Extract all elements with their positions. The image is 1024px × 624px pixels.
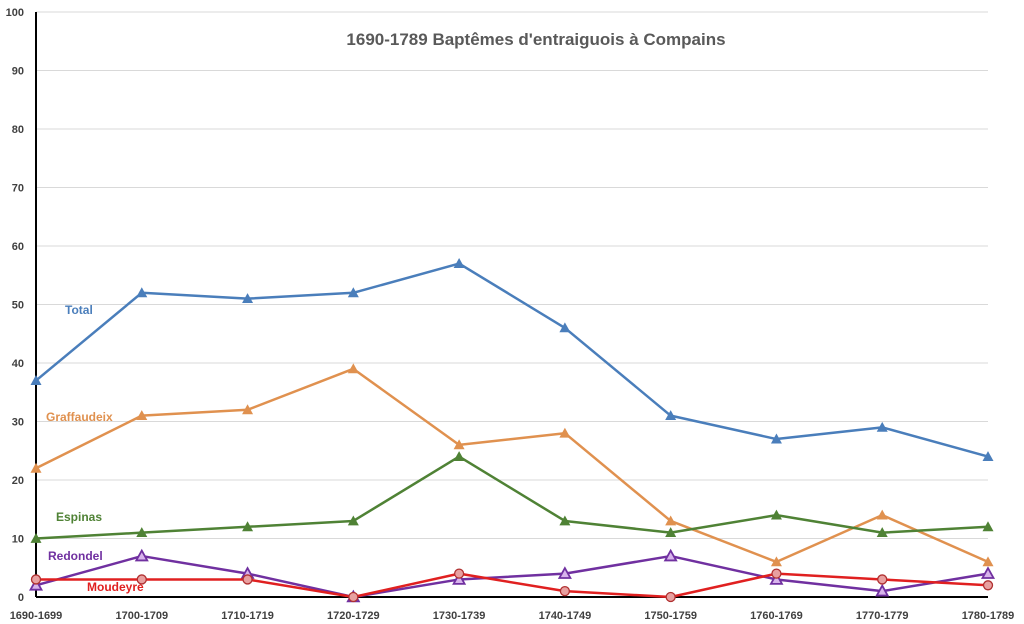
- series-label: Total: [65, 303, 93, 317]
- data-point: [559, 427, 571, 438]
- y-tick-label: 50: [12, 300, 24, 312]
- data-point: [770, 433, 782, 444]
- y-tick-label: 0: [18, 592, 24, 604]
- series-label: Moudeyre: [87, 580, 144, 594]
- x-tick-label: 1750-1759: [644, 610, 697, 622]
- series-line: [36, 572, 989, 599]
- data-point: [30, 375, 42, 385]
- gridlines: [36, 11, 988, 539]
- data-point: [665, 591, 676, 603]
- y-tick-label: 60: [12, 241, 24, 253]
- data-point: [875, 583, 890, 597]
- x-axis-ticks: 1690-1699 1700-1709 1710-1719 1720-1729 1730…: [10, 610, 1015, 622]
- y-tick-label: 40: [12, 358, 24, 370]
- data-point: [559, 515, 571, 526]
- data-point: [452, 572, 467, 585]
- x-tick-label: 1780-1789: [962, 610, 1015, 622]
- data-point: [242, 521, 254, 532]
- y-tick-label: 70: [12, 183, 24, 195]
- y-tick-label: 20: [12, 475, 24, 487]
- data-point: [770, 509, 782, 520]
- data-point: [559, 322, 571, 333]
- data-point: [453, 568, 465, 579]
- data-point: [347, 363, 359, 374]
- data-point: [242, 293, 254, 304]
- data-point: [347, 287, 359, 298]
- data-point: [30, 533, 42, 543]
- data-point: [136, 527, 148, 538]
- x-tick-label: 1720-1729: [327, 610, 380, 622]
- data-point: [982, 556, 994, 567]
- data-point: [665, 410, 677, 421]
- x-tick-label: 1770-1779: [856, 610, 909, 622]
- data-point: [453, 451, 465, 461]
- series-label: Espinas: [56, 510, 102, 524]
- series-label: Redondel: [48, 549, 103, 563]
- x-tick-label: 1700-1709: [115, 610, 168, 622]
- data-point: [453, 258, 465, 268]
- data-point: [30, 462, 42, 473]
- data-point: [136, 574, 147, 585]
- data-point: [557, 566, 572, 579]
- y-tick-label: 80: [12, 124, 24, 136]
- data-point: [559, 586, 571, 597]
- data-point: [30, 574, 42, 585]
- data-point: [876, 421, 888, 432]
- data-point: [134, 548, 149, 562]
- series-line: [35, 367, 989, 564]
- data-point: [347, 515, 359, 526]
- y-tick-label: 30: [12, 417, 24, 429]
- data-point: [136, 410, 148, 421]
- data-point: [136, 287, 148, 298]
- series-labels: Total Graffaudeix Espinas Redondel Moudeyre: [46, 303, 144, 594]
- data-point: [665, 527, 677, 538]
- y-tick-label: 90: [12, 66, 24, 78]
- series-label: Graffaudeix: [46, 410, 113, 424]
- data-point: [242, 404, 254, 415]
- data-point: [877, 574, 888, 585]
- data-point: [348, 591, 359, 603]
- data-point: [876, 527, 888, 538]
- data-point: [982, 521, 994, 532]
- series-line: [35, 455, 989, 540]
- data-point: [665, 515, 677, 526]
- data-point: [663, 548, 678, 562]
- chart-title: 1690-1789 Baptêmes d'entraiguois à Compa…: [346, 30, 725, 49]
- x-tick-label: 1710-1719: [221, 610, 274, 622]
- x-tick-label: 1690-1699: [10, 610, 63, 622]
- data-point: [771, 568, 782, 579]
- x-tick-label: 1730-1739: [433, 610, 486, 622]
- series-line: [35, 554, 989, 599]
- data-point: [980, 566, 996, 579]
- series-group: [28, 258, 996, 603]
- y-tick-label: 100: [6, 7, 24, 19]
- y-tick-label: 10: [12, 534, 24, 546]
- data-point: [770, 556, 782, 567]
- data-point: [982, 451, 994, 461]
- data-point: [982, 580, 994, 591]
- data-point: [453, 439, 465, 450]
- series-line: [35, 262, 989, 458]
- data-point: [876, 509, 888, 520]
- x-tick-label: 1740-1749: [539, 610, 592, 622]
- x-tick-label: 1760-1769: [750, 610, 803, 622]
- y-axis-ticks: 0 10 20 30 40 50 60 70 80 90 100: [6, 7, 24, 604]
- data-point: [242, 574, 253, 585]
- data-point: [769, 572, 784, 585]
- data-point: [28, 577, 44, 591]
